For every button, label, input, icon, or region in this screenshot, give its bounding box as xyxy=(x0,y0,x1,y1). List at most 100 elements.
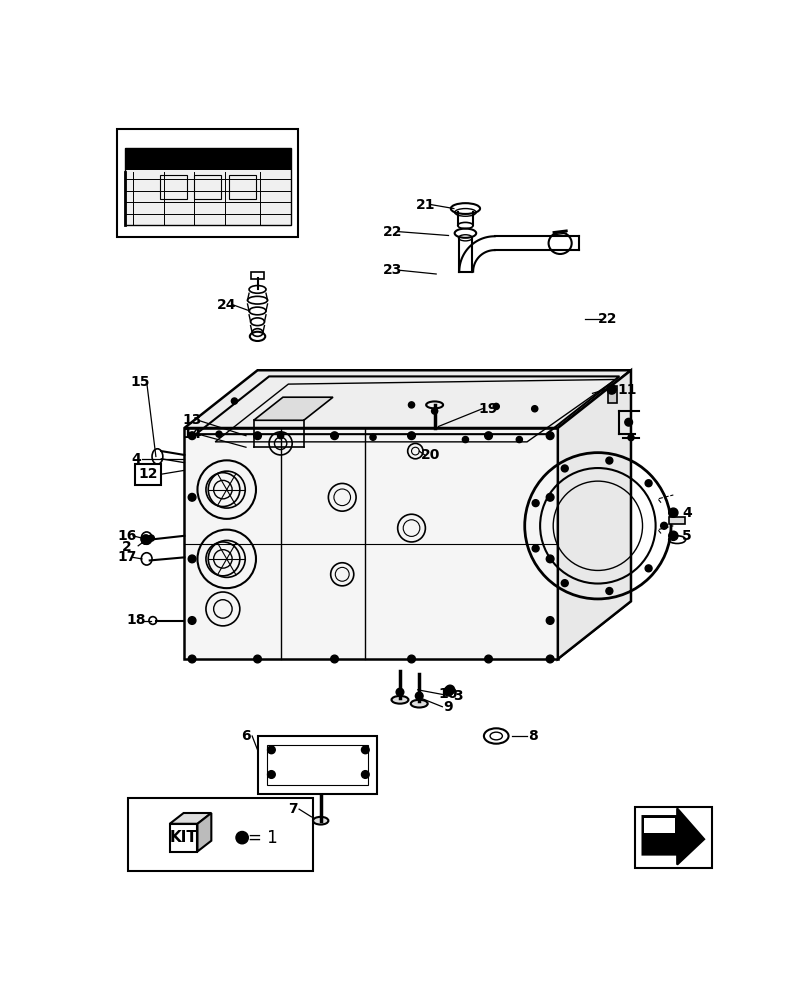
Circle shape xyxy=(407,655,415,663)
Circle shape xyxy=(188,493,195,501)
Circle shape xyxy=(361,746,369,754)
Text: 7: 7 xyxy=(288,802,298,816)
Text: 23: 23 xyxy=(382,263,401,277)
Polygon shape xyxy=(197,813,211,852)
Circle shape xyxy=(188,617,195,624)
Bar xyxy=(160,175,187,199)
Circle shape xyxy=(546,432,553,440)
Text: 13: 13 xyxy=(182,413,201,427)
Circle shape xyxy=(188,655,195,663)
Circle shape xyxy=(267,771,275,778)
Circle shape xyxy=(141,535,150,544)
Circle shape xyxy=(484,432,491,440)
Circle shape xyxy=(546,617,553,624)
Bar xyxy=(194,175,221,199)
Text: 9: 9 xyxy=(443,700,453,714)
Circle shape xyxy=(444,687,453,696)
Polygon shape xyxy=(184,428,557,659)
Bar xyxy=(125,148,290,225)
Circle shape xyxy=(668,508,677,517)
Bar xyxy=(125,148,290,170)
Circle shape xyxy=(267,746,275,754)
Bar xyxy=(668,517,684,524)
Bar xyxy=(267,745,367,785)
Polygon shape xyxy=(184,370,630,428)
Circle shape xyxy=(236,831,248,844)
Circle shape xyxy=(330,655,338,663)
Text: 5: 5 xyxy=(681,529,691,543)
Circle shape xyxy=(308,400,314,406)
Circle shape xyxy=(253,655,261,663)
Circle shape xyxy=(361,771,369,778)
Text: 8: 8 xyxy=(528,729,538,743)
Circle shape xyxy=(546,555,553,563)
Circle shape xyxy=(531,545,539,552)
Ellipse shape xyxy=(312,817,328,825)
Circle shape xyxy=(148,535,154,541)
Circle shape xyxy=(188,555,195,563)
Circle shape xyxy=(660,522,667,529)
Circle shape xyxy=(607,385,616,394)
Circle shape xyxy=(531,406,537,412)
Text: 14: 14 xyxy=(182,427,202,441)
Text: 2: 2 xyxy=(122,540,131,554)
Text: 22: 22 xyxy=(598,312,617,326)
Circle shape xyxy=(461,436,468,443)
Ellipse shape xyxy=(410,700,427,708)
Circle shape xyxy=(141,535,150,544)
Circle shape xyxy=(231,398,238,404)
Polygon shape xyxy=(169,824,197,852)
Circle shape xyxy=(546,655,553,663)
Text: 17: 17 xyxy=(117,550,136,564)
Circle shape xyxy=(531,500,539,507)
Text: 18: 18 xyxy=(126,613,145,628)
Text: = 1: = 1 xyxy=(247,829,277,847)
Polygon shape xyxy=(557,370,630,659)
Text: 6: 6 xyxy=(241,729,251,743)
Bar xyxy=(607,386,616,403)
Circle shape xyxy=(484,655,491,663)
Bar xyxy=(257,736,376,794)
Bar xyxy=(128,798,312,871)
Polygon shape xyxy=(169,813,211,824)
Circle shape xyxy=(188,432,195,440)
Circle shape xyxy=(644,480,651,487)
Circle shape xyxy=(624,418,632,426)
Circle shape xyxy=(560,580,568,587)
Circle shape xyxy=(668,531,677,540)
Polygon shape xyxy=(184,601,630,659)
Text: 4: 4 xyxy=(681,506,691,520)
Text: 11: 11 xyxy=(616,382,636,396)
Text: 4: 4 xyxy=(131,452,140,466)
Circle shape xyxy=(605,588,612,594)
Circle shape xyxy=(445,685,454,694)
Text: 21: 21 xyxy=(415,198,435,212)
Circle shape xyxy=(644,565,651,572)
Text: 12: 12 xyxy=(138,467,158,481)
Text: 22: 22 xyxy=(382,225,401,239)
Circle shape xyxy=(431,408,437,414)
Circle shape xyxy=(253,432,261,440)
Text: 3: 3 xyxy=(453,689,462,703)
Text: 10: 10 xyxy=(438,687,457,701)
Circle shape xyxy=(277,433,283,439)
Circle shape xyxy=(605,457,612,464)
Circle shape xyxy=(330,432,338,440)
Circle shape xyxy=(216,431,222,437)
Circle shape xyxy=(370,434,375,440)
Text: 16: 16 xyxy=(117,529,136,543)
Circle shape xyxy=(492,403,499,410)
Ellipse shape xyxy=(391,696,408,704)
Bar xyxy=(251,272,264,279)
Text: KIT: KIT xyxy=(169,830,197,845)
Bar xyxy=(229,175,255,199)
Circle shape xyxy=(396,688,403,696)
Circle shape xyxy=(408,402,414,408)
Circle shape xyxy=(415,692,423,700)
Circle shape xyxy=(627,435,633,441)
Bar xyxy=(118,129,298,237)
Text: 15: 15 xyxy=(131,375,150,389)
Polygon shape xyxy=(642,808,703,865)
Circle shape xyxy=(560,465,568,472)
Circle shape xyxy=(546,493,553,501)
